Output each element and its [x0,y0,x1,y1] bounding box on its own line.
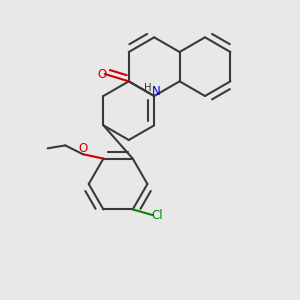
Text: H: H [144,83,152,93]
Text: N: N [152,85,160,98]
Text: O: O [78,142,88,155]
Text: Cl: Cl [152,209,163,222]
Text: O: O [98,68,107,80]
